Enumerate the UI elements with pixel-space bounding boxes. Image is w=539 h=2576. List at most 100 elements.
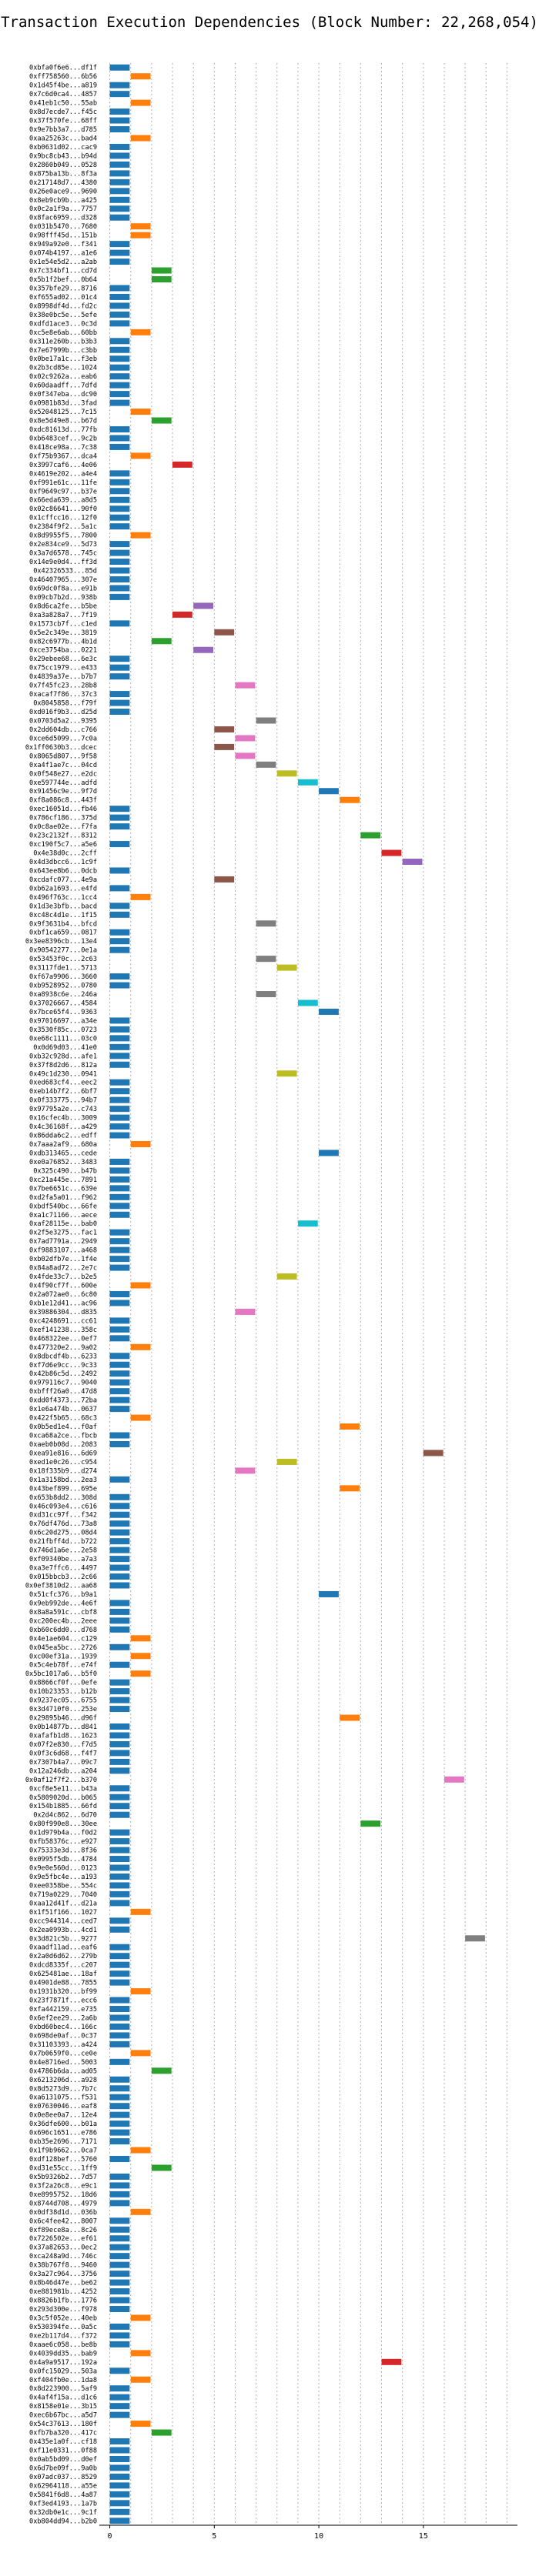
transaction-bar <box>109 1353 130 1360</box>
transaction-label: 0xbfa0f6e6...df1f <box>29 65 97 72</box>
transaction-label: 0xfb7ba320...417c <box>29 2430 97 2438</box>
transaction-label: 0x6c4fee42...8007 <box>29 2217 97 2225</box>
transaction-bar <box>109 2085 130 2092</box>
transaction-label: 0x84a8ad72...2e7c <box>29 1265 97 1273</box>
transaction-label: 0x9e7bb3a7...d785 <box>29 126 97 134</box>
x-tick-label: 0 <box>108 2532 112 2541</box>
transaction-label: 0x38b767f8...9460 <box>29 2262 97 2270</box>
transaction-label: 0xea91e816...6d69 <box>29 1450 97 1457</box>
transaction-label: 0x4e38d0c...2cff <box>33 850 97 858</box>
transaction-bar <box>319 788 339 795</box>
transaction-bar <box>109 1767 130 1774</box>
transaction-label: 0x2b3cd85e...1024 <box>29 365 97 372</box>
transaction-bar <box>297 779 318 786</box>
transaction-bar <box>109 1132 130 1139</box>
transaction-bar <box>276 964 297 971</box>
transaction-bar <box>109 946 130 953</box>
transaction-bar <box>109 2288 130 2295</box>
transaction-bar <box>109 2438 130 2445</box>
transaction-bar <box>109 2006 130 2013</box>
transaction-bar <box>109 1088 130 1095</box>
transaction-label: 0xf89ece8a...8c26 <box>29 2227 97 2234</box>
transaction-label: 0x23c2132f...8312 <box>29 833 97 840</box>
transaction-bar <box>109 709 130 716</box>
transaction-bar <box>109 1970 130 1977</box>
transaction-bar <box>109 982 130 989</box>
transaction-label: 0x37a82653...0ec2 <box>29 2244 97 2252</box>
transaction-bar <box>319 1150 339 1156</box>
transaction-bar <box>109 249 130 256</box>
transaction-bar <box>109 2367 130 2374</box>
transaction-bar <box>109 117 130 124</box>
transaction-label: 0xb0631d02...cac9 <box>29 144 97 152</box>
transaction-bar <box>109 1926 130 1933</box>
transaction-bar <box>109 1688 130 1695</box>
transaction-bar <box>130 893 151 900</box>
transaction-label: 0x4901de88...7855 <box>29 1980 97 1987</box>
transaction-label: 0x0c2a1f9a...7757 <box>29 205 97 213</box>
transaction-bar <box>109 1379 130 1386</box>
transaction-bar <box>130 2421 151 2428</box>
transaction-bar <box>109 1723 130 1730</box>
transaction-bar <box>465 1935 485 1942</box>
transaction-label: 0x949a92e0...f341 <box>29 241 97 249</box>
transaction-label: 0x8744d708...4979 <box>29 2200 97 2207</box>
transaction-bar <box>109 841 130 848</box>
transaction-label: 0xd016f9b3...d25d <box>29 709 97 716</box>
transaction-label: 0xa4f1ae7c...04cd <box>29 762 97 769</box>
transaction-bar <box>423 1450 444 1457</box>
transaction-label: 0x0703d5a2...9395 <box>29 717 97 725</box>
transaction-bar <box>109 2385 130 2392</box>
transaction-bar <box>109 1079 130 1086</box>
transaction-bar <box>130 1141 151 1148</box>
transaction-bar <box>109 2191 130 2197</box>
transaction-label: 0x468322ee...0ef7 <box>29 1335 97 1343</box>
transaction-bar <box>109 1564 130 1571</box>
transaction-label: 0x1d45f4be...a819 <box>29 82 97 90</box>
transaction-bar <box>109 2271 130 2277</box>
transaction-label: 0x0b5ed1e4...f0af <box>29 1423 97 1431</box>
transaction-label: 0x8b46d47e...be62 <box>29 2280 97 2287</box>
transaction-bar <box>109 126 130 133</box>
transaction-bar <box>109 523 130 530</box>
transaction-bar <box>109 1944 130 1950</box>
transaction-label: 0xf9649c97...b37e <box>29 488 97 496</box>
transaction-bar <box>109 567 130 574</box>
transaction-bar <box>109 1229 130 1236</box>
transaction-bar <box>109 443 130 450</box>
transaction-bar <box>109 2518 130 2524</box>
transaction-bar <box>109 1388 130 1395</box>
transaction-bar <box>109 1882 130 1889</box>
transaction-bar <box>340 1423 360 1430</box>
transaction-bar <box>130 2147 151 2154</box>
transaction-bar <box>109 2103 130 2110</box>
transaction-bar <box>130 1908 151 1915</box>
transaction-label: 0xef141238...358c <box>29 1326 97 1334</box>
transaction-bar <box>130 223 151 230</box>
transaction-label: 0x90542277...0e1a <box>29 947 97 955</box>
transaction-bar <box>172 461 192 468</box>
transaction-bar <box>109 1953 130 1960</box>
transaction-label: 0x7be6651c...639e <box>29 1185 97 1193</box>
transaction-label: 0x653b8dd2...308d <box>29 1494 97 1502</box>
transaction-label: 0xf404fb0e...1da8 <box>29 2377 97 2384</box>
transaction-bar <box>109 346 130 353</box>
transaction-bar <box>109 559 130 566</box>
transaction-bar <box>109 814 130 821</box>
transaction-label: 0x7226502e...ef61 <box>29 2235 97 2243</box>
transaction-label: 0x1ff0630b3...dcec <box>25 744 97 752</box>
transaction-bar <box>130 1282 151 1289</box>
transaction-bar <box>109 1697 130 1703</box>
transaction-label: 0x8e5d49e8...b67d <box>29 418 97 425</box>
transaction-label: 0x46c093e4...c616 <box>29 1503 97 1510</box>
transaction-bar <box>109 2455 130 2462</box>
transaction-label: 0x07adc037...8529 <box>29 2474 97 2481</box>
transaction-bar <box>109 1493 130 1500</box>
transaction-bar <box>214 743 235 750</box>
transaction-bar <box>319 1008 339 1015</box>
transaction-bar <box>276 1070 297 1077</box>
transaction-label: 0xb02dfb7e...1f4e <box>29 1256 97 1263</box>
transaction-label: 0x37f570fe...68ff <box>29 118 97 125</box>
transaction-label: 0x41eb1c50...55ab <box>29 100 97 108</box>
transaction-bar <box>109 496 130 503</box>
